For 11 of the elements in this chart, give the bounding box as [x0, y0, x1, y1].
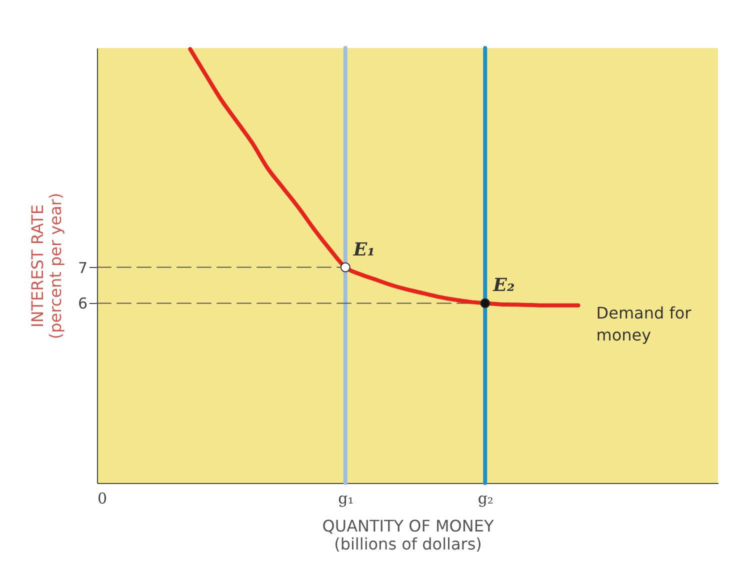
annotation: E₁ — [352, 239, 376, 260]
y-tick-label: 6 — [78, 294, 88, 313]
y-tick-label: 7 — [78, 258, 88, 277]
x-tick-label: g₂ — [478, 490, 494, 508]
series-label: Demand for money — [596, 303, 692, 344]
annotation: E₂ — [492, 275, 515, 296]
x-tick-label: g₁ — [338, 490, 354, 508]
y-axis-title: INTEREST RATE (percent per year) — [28, 192, 65, 340]
x-axis-title: QUANTITY OF MONEY (billions of dollars) — [322, 516, 494, 554]
x-tick-label: 0 — [98, 490, 108, 508]
line-series — [188, 47, 580, 308]
